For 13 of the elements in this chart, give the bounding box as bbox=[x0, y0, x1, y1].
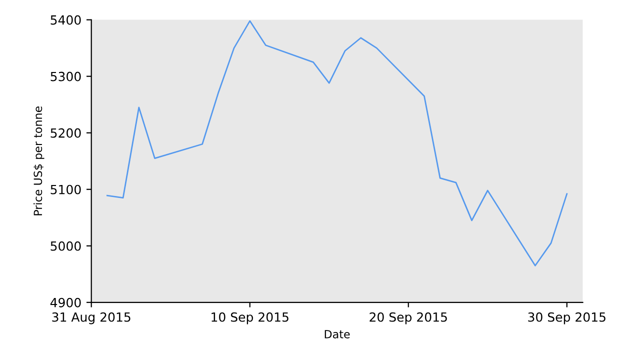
x-tick-label: 31 Aug 2015 bbox=[52, 312, 130, 324]
y-tick-label: 5400 bbox=[50, 15, 81, 25]
x-tick-label: 10 Sep 2015 bbox=[212, 312, 288, 324]
y-tick-label: 5100 bbox=[50, 184, 81, 194]
y-tick-label: 5000 bbox=[50, 241, 81, 251]
line-series bbox=[106, 20, 568, 266]
y-tick-label: 5200 bbox=[50, 128, 81, 138]
x-tick-label: 30 Sep 2015 bbox=[528, 312, 606, 324]
x-axis-title: Date bbox=[324, 330, 350, 338]
y-axis-title: Price US$ per tonne bbox=[34, 106, 44, 216]
y-tick-label: 5300 bbox=[50, 72, 81, 82]
y-tick-label: 4900 bbox=[50, 298, 81, 308]
x-tick-label: 20 Sep 2015 bbox=[370, 312, 447, 324]
